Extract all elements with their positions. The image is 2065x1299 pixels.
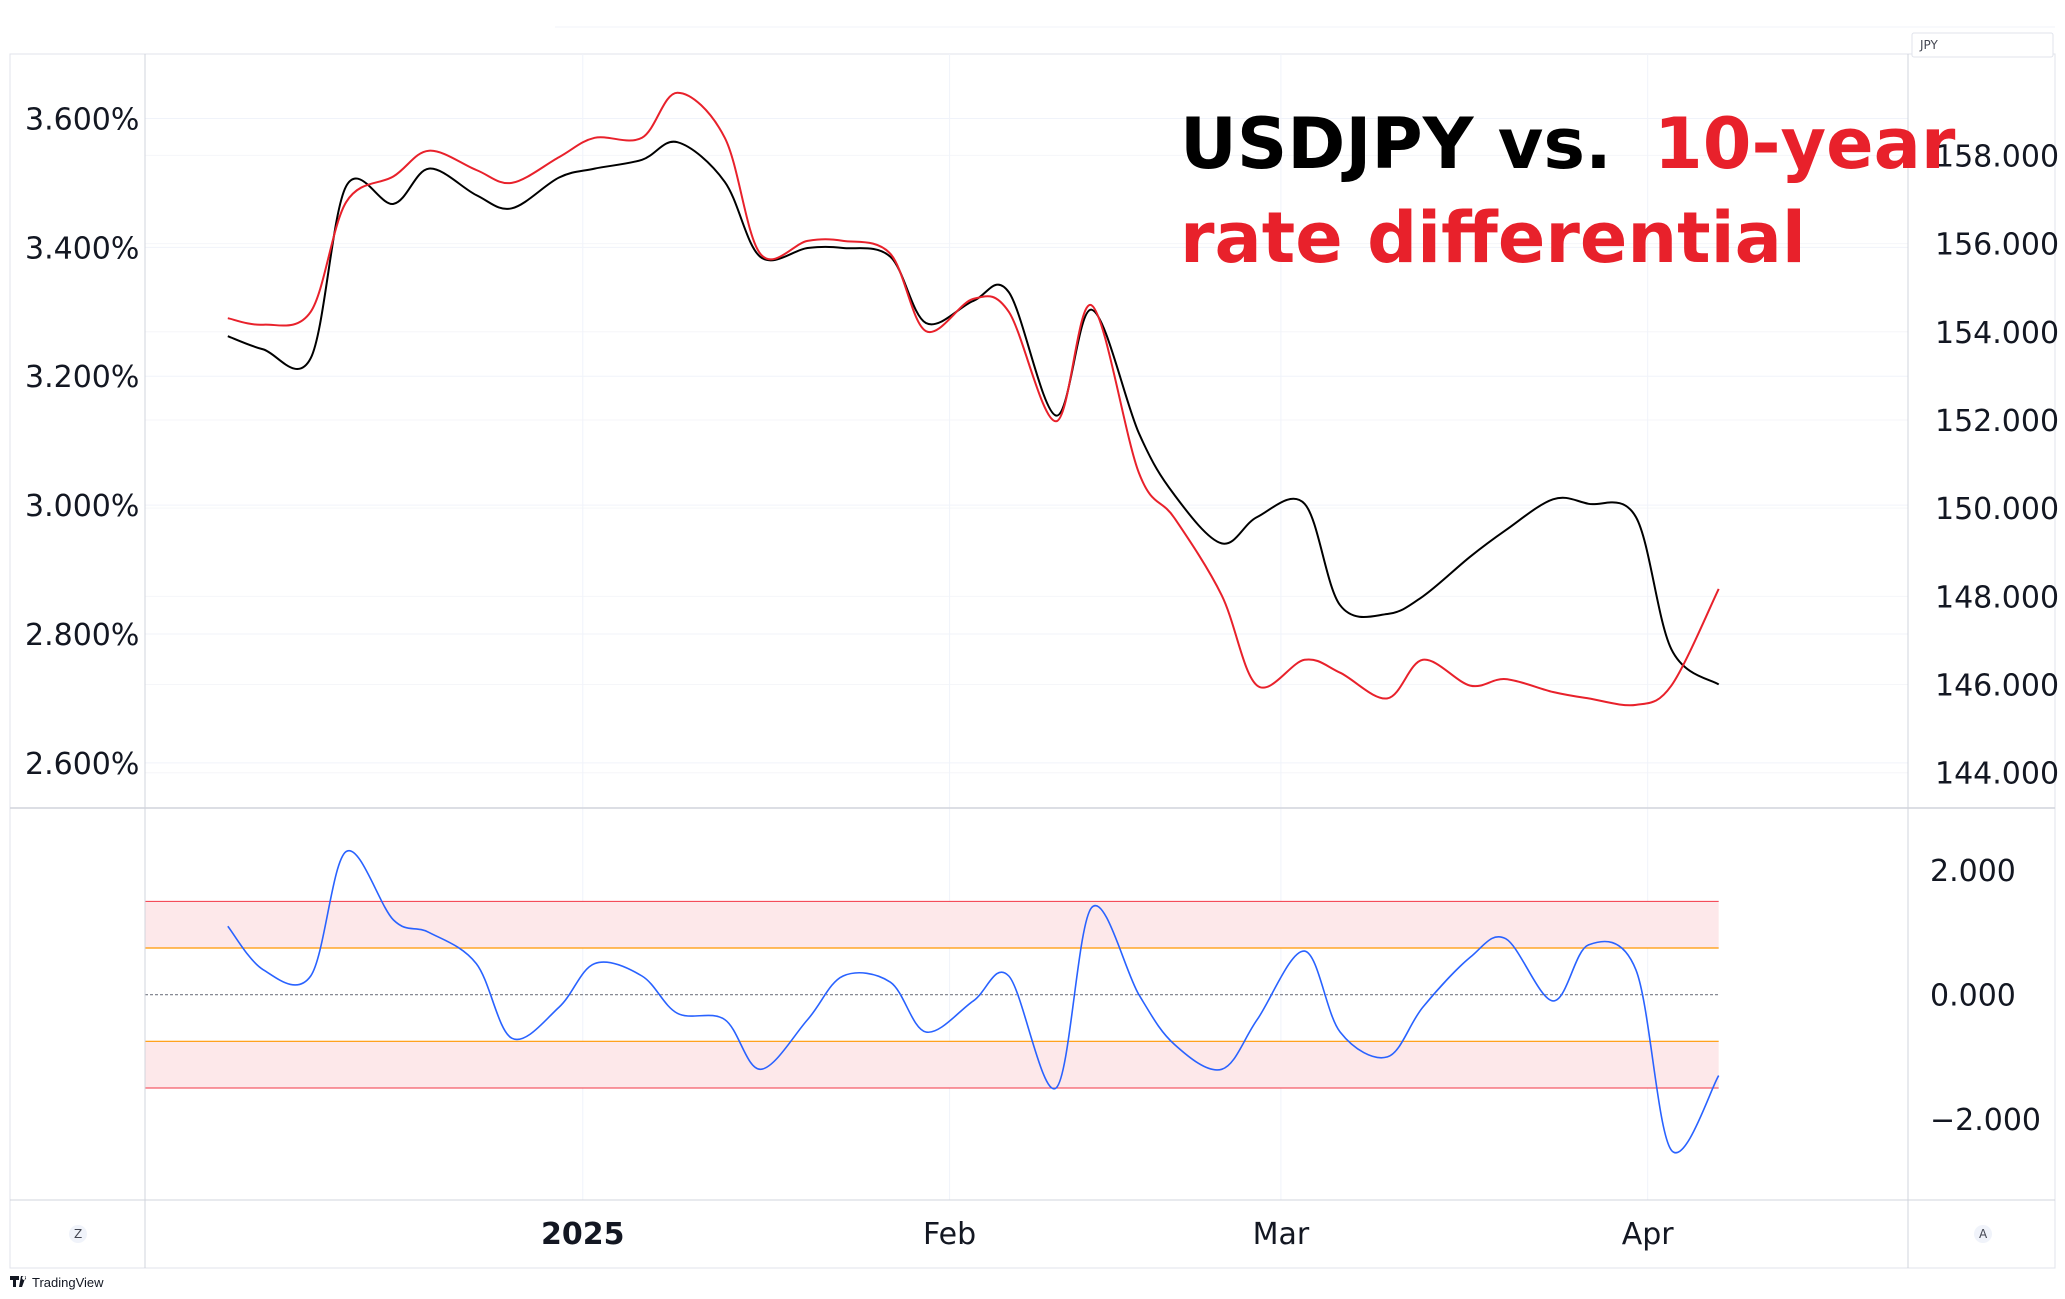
right-corner-button[interactable]: A [1974, 1225, 1992, 1243]
main-panel-grid [145, 54, 1908, 1200]
right-axis-tick-label: 144.000 [1935, 757, 2059, 792]
left-price-axis: 3.600% 3.400% 3.200% 3.000% 2.800% 2.600% [25, 102, 139, 781]
main-series-group [227, 91, 1720, 707]
currency-badge[interactable]: JPY [1911, 32, 2054, 58]
oscillator-bands [145, 900, 1719, 1089]
oscillator-axis: 2.000 0.000 −2.000 [1930, 854, 2041, 1138]
tradingview-logo-icon [10, 1276, 27, 1287]
oscillator-tick-label: −2.000 [1930, 1103, 2041, 1138]
time-axis-label: Mar [1253, 1217, 1310, 1252]
right-axis-tick-label: 146.000 [1935, 669, 2059, 704]
oscillator-tick-label: 0.000 [1930, 979, 2016, 1014]
left-axis-tick-label: 2.800% [25, 618, 139, 653]
right-axis-tick-label: 148.000 [1935, 580, 2059, 615]
left-corner-label: Z [74, 1227, 82, 1241]
left-axis-tick-label: 3.200% [25, 360, 139, 395]
left-axis-tick-label: 3.000% [25, 489, 139, 524]
band-fill [145, 901, 1719, 948]
oscillator-line [227, 849, 1720, 1154]
time-axis-label: 2025 [541, 1217, 625, 1252]
time-axis-label: Feb [923, 1217, 976, 1252]
title-part-10-year: 10-year [1654, 103, 1956, 185]
time-axis-label: Apr [1622, 1217, 1675, 1252]
tradingview-brand[interactable]: TradingView [10, 1275, 104, 1290]
oscillator-tick-label: 2.000 [1930, 854, 2016, 889]
title-part-rate-differential: rate differential [1180, 197, 1806, 279]
right-axis-tick-label: 156.000 [1935, 228, 2059, 263]
left-axis-tick-label: 2.600% [25, 747, 139, 782]
series-line-usdjpy [227, 140, 1720, 686]
title-part-usdjpy: USDJPY vs. [1180, 103, 1612, 185]
oscillator-series-group [227, 849, 1720, 1154]
time-axis: 2025 Feb Mar Apr [541, 1217, 1674, 1252]
right-price-axis: 158.000 156.000 154.000 152.000 150.000 148.0… [1935, 139, 2059, 791]
right-corner-label: A [1979, 1227, 1988, 1241]
right-axis-tick-label: 150.000 [1935, 492, 2059, 527]
chart-title: USDJPY vs. 10-year rate differential [1180, 103, 1956, 279]
tradingview-label: TradingView [32, 1275, 104, 1290]
svg-text:USDJPY vs. 10-year: USDJPY vs. 10-year [1180, 103, 1956, 185]
left-axis-tick-label: 3.400% [25, 231, 139, 266]
right-axis-tick-label: 152.000 [1935, 404, 2059, 439]
left-axis-tick-label: 3.600% [25, 102, 139, 137]
currency-badge-label: JPY [1919, 38, 1939, 52]
left-corner-button[interactable]: Z [69, 1225, 87, 1243]
right-axis-tick-label: 154.000 [1935, 316, 2059, 351]
series-line-rate-differential [227, 91, 1720, 707]
band-fill [145, 1041, 1719, 1088]
right-axis-tick-label: 158.000 [1935, 139, 2059, 174]
